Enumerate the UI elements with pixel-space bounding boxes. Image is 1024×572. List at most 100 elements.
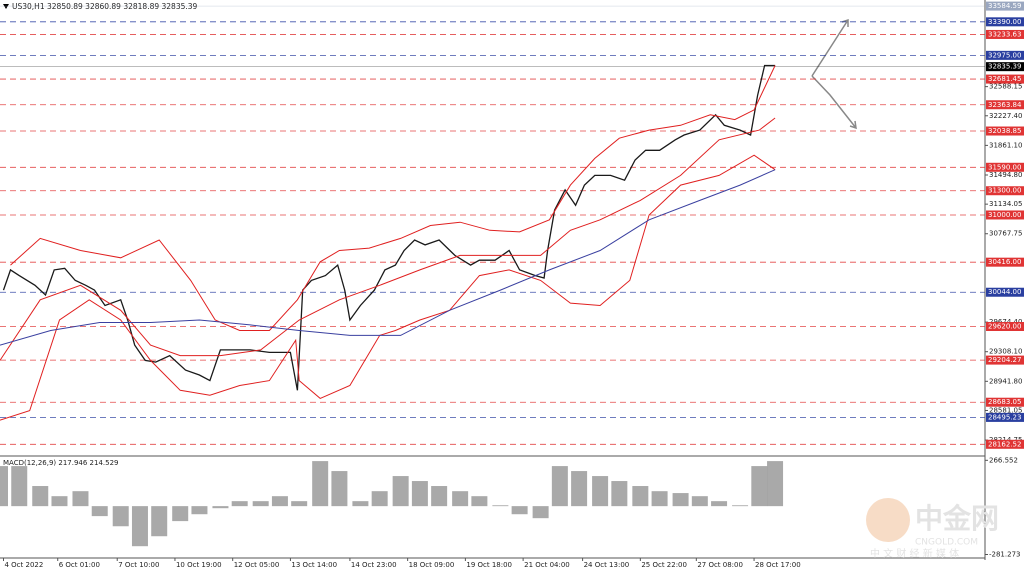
level-label: 32975.00	[988, 51, 1021, 59]
macd-bar	[471, 496, 488, 507]
panel-title: MACD(12,26,9) 217.946 214.529	[3, 459, 119, 467]
projection-arrows	[811, 18, 857, 130]
macd-bar	[411, 481, 428, 507]
x-tick-label: 18 Oct 09:00	[409, 561, 455, 569]
macd-bar	[392, 476, 409, 507]
level-box	[986, 17, 1024, 27]
level-label: 29620.00	[988, 323, 1021, 331]
level-box	[986, 257, 1024, 267]
level-label: 33390.00	[988, 18, 1021, 26]
macd-bar	[452, 491, 469, 507]
level-label: 33584.59	[988, 2, 1021, 10]
y-tick-label: 31134.05	[989, 200, 1022, 208]
y-tick-label: 31861.10	[989, 141, 1022, 149]
x-tick-label: 13 Oct 14:00	[291, 561, 337, 569]
level-box	[986, 397, 1024, 407]
macd-bar	[532, 506, 549, 519]
level-label: 32038.85	[988, 127, 1021, 135]
level-box	[986, 186, 1024, 196]
level-box	[986, 126, 1024, 136]
x-tick-label: 12 Oct 05:00	[234, 561, 280, 569]
macd-bar	[172, 506, 189, 522]
macd-bar	[331, 471, 348, 507]
macd-bar	[32, 486, 49, 507]
level-box	[986, 355, 1024, 365]
macd-bar	[632, 486, 649, 507]
macd-bar	[151, 506, 168, 537]
x-tick-label: 28 Oct 17:00	[755, 561, 801, 569]
level-box	[986, 1, 1024, 11]
macd-bar	[767, 461, 784, 507]
x-tick-label: 7 Oct 10:00	[118, 561, 159, 569]
macd-bar	[231, 501, 248, 507]
level-label: 31000.00	[988, 211, 1021, 219]
level-label: 32835.39	[988, 63, 1021, 71]
macd-bar	[431, 486, 448, 507]
y-tick-label: 30767.75	[989, 230, 1022, 238]
series-line	[0, 169, 776, 346]
y-tick-label: -281.273	[989, 550, 1020, 558]
x-tick-label: 19 Oct 18:00	[466, 561, 512, 569]
level-box	[986, 100, 1024, 110]
level-box	[986, 210, 1024, 220]
macd-bar	[571, 471, 588, 507]
macd-bar	[732, 505, 749, 507]
macd-bar	[131, 506, 148, 547]
level-box	[986, 74, 1024, 84]
macd-bar	[11, 466, 28, 507]
level-box	[986, 287, 1024, 297]
macd-bar	[51, 496, 68, 507]
macd-bar	[592, 476, 609, 507]
watermark-tagline: 中 文 财 经 新 媒 体	[870, 547, 959, 560]
level-label: 31300.00	[988, 187, 1021, 195]
macd-bar	[551, 466, 568, 507]
macd-bar	[312, 461, 329, 507]
watermark: 中金网 CNGOLD.COM 中 文 财 经 新 媒 体	[866, 498, 999, 560]
y-tick-label: 266.552	[989, 456, 1018, 464]
x-tick-label: 27 Oct 08:00	[697, 561, 743, 569]
level-label: 28683.05	[988, 398, 1021, 406]
level-label: 30416.00	[988, 258, 1021, 266]
menu-icon	[3, 4, 9, 9]
macd-bar	[672, 493, 689, 507]
watermark-brand: 中金网	[915, 502, 999, 535]
x-tick-label: 4 Oct 2022	[4, 561, 43, 569]
macd-bar	[492, 505, 509, 507]
y-tick-label: 31494.80	[989, 171, 1022, 179]
level-box	[986, 412, 1024, 422]
level-label: 28495.23	[988, 413, 1021, 421]
x-tick-label: 21 Oct 04:00	[524, 561, 570, 569]
macd-bar	[91, 506, 108, 517]
level-label: 32363.84	[988, 101, 1022, 109]
level-box	[986, 62, 1024, 72]
y-tick-label: 32588.15	[989, 83, 1022, 91]
level-label: 32681.45	[988, 75, 1021, 83]
macd-bar	[691, 496, 708, 507]
macd-bar	[611, 481, 628, 507]
level-box	[986, 322, 1024, 332]
macd-bar	[651, 491, 668, 507]
series-line	[2, 64, 776, 391]
macd-bar	[291, 501, 308, 507]
x-tick-label: 10 Oct 19:00	[176, 561, 222, 569]
level-label: 33233.63	[988, 30, 1021, 38]
macd-bar	[212, 506, 229, 509]
x-tick-label: 25 Oct 22:00	[641, 561, 687, 569]
level-label: 29204.27	[988, 356, 1021, 364]
symbol: US30,H1	[12, 2, 45, 11]
x-tick-label: 14 Oct 23:00	[351, 561, 397, 569]
level-box	[986, 162, 1024, 172]
x-tick-label: 24 Oct 13:00	[584, 561, 630, 569]
watermark-site: CNGOLD.COM	[915, 538, 978, 548]
level-box	[986, 439, 1024, 449]
macd-bar	[112, 506, 129, 527]
y-tick-label: 28581.05	[989, 406, 1022, 414]
level-box	[986, 50, 1024, 60]
macd-bar	[371, 491, 388, 507]
level-label: 31590.00	[988, 163, 1021, 171]
y-tick-label: 29308.10	[989, 348, 1022, 356]
macd-bar	[711, 501, 728, 507]
y-tick-label: 32227.40	[989, 112, 1022, 120]
